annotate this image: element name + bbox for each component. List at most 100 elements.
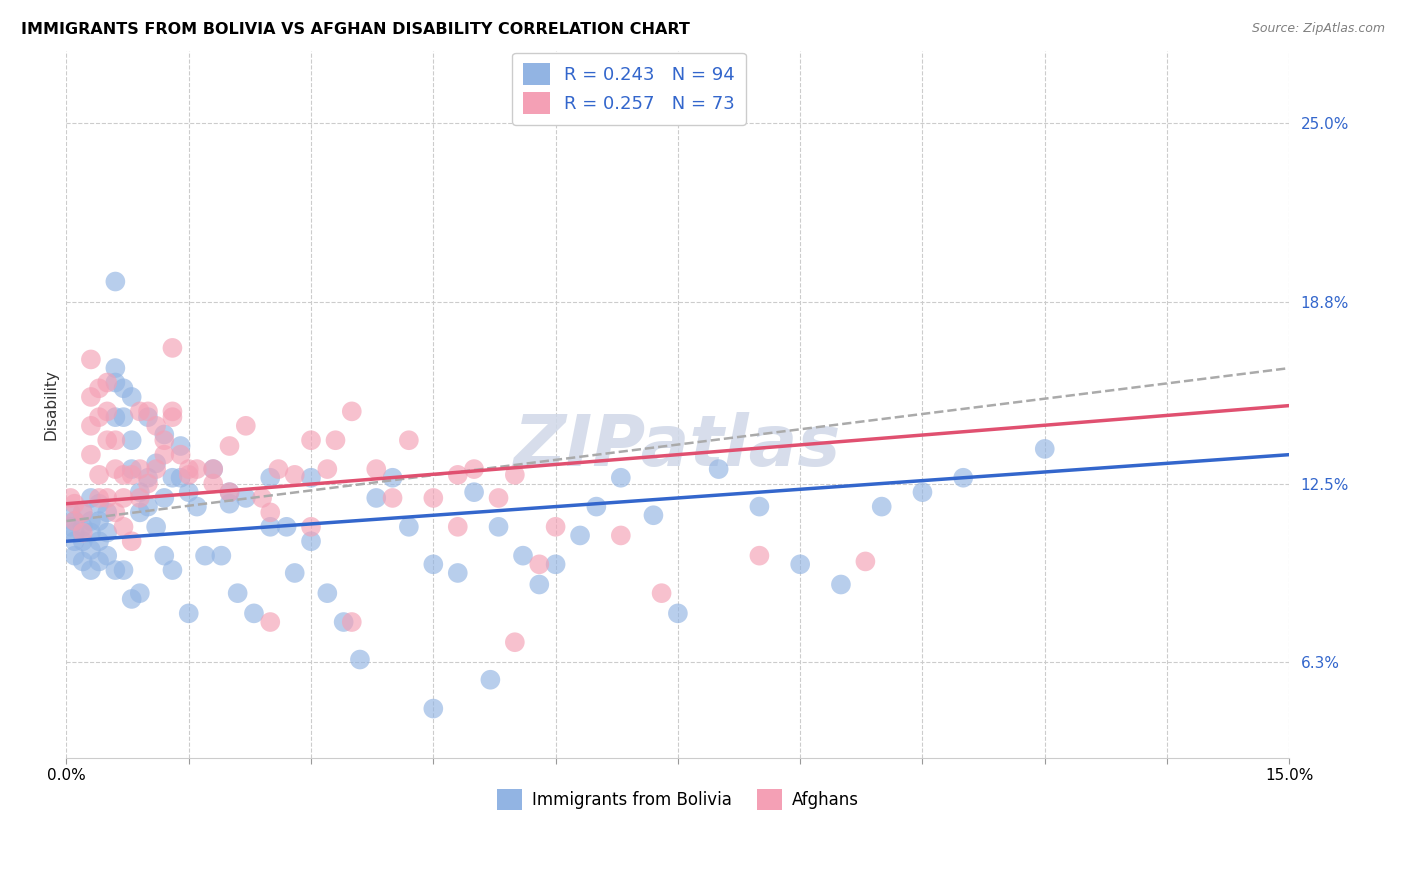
Point — [87, 514, 110, 528]
Point — [59, 505, 82, 519]
Text: ZIPatlas: ZIPatlas — [515, 412, 842, 481]
Point — [209, 549, 232, 563]
Point — [366, 491, 388, 505]
Point — [162, 471, 184, 485]
Point — [218, 439, 240, 453]
Point — [104, 410, 127, 425]
Point — [80, 491, 103, 505]
Point — [121, 591, 143, 606]
Point — [259, 520, 281, 534]
Point — [63, 514, 86, 528]
Point — [177, 467, 200, 482]
Point — [80, 352, 103, 367]
Point — [136, 500, 159, 514]
Point — [340, 615, 363, 629]
Point — [59, 491, 82, 505]
Text: Source: ZipAtlas.com: Source: ZipAtlas.com — [1251, 22, 1385, 36]
Point — [96, 525, 118, 540]
Point — [488, 491, 510, 505]
Point — [202, 462, 225, 476]
Point — [63, 514, 86, 528]
Point — [87, 467, 110, 482]
Point — [104, 361, 127, 376]
Point — [194, 549, 217, 563]
Point — [250, 491, 273, 505]
Point — [162, 410, 184, 425]
Y-axis label: Disability: Disability — [44, 368, 58, 440]
Point — [284, 566, 307, 580]
Point — [235, 418, 257, 433]
Text: IMMIGRANTS FROM BOLIVIA VS AFGHAN DISABILITY CORRELATION CHART: IMMIGRANTS FROM BOLIVIA VS AFGHAN DISABI… — [21, 22, 690, 37]
Point — [316, 462, 339, 476]
Point — [72, 554, 94, 568]
Point — [398, 520, 420, 534]
Point — [145, 418, 167, 433]
Point — [121, 390, 143, 404]
Point — [104, 505, 127, 519]
Point — [569, 528, 592, 542]
Point — [153, 434, 176, 448]
Point — [136, 410, 159, 425]
Point — [447, 566, 470, 580]
Point — [316, 586, 339, 600]
Point — [177, 462, 200, 476]
Point — [488, 520, 510, 534]
Point — [366, 462, 388, 476]
Point — [218, 485, 240, 500]
Point — [643, 508, 665, 523]
Point — [104, 434, 127, 448]
Point — [96, 505, 118, 519]
Point — [96, 376, 118, 390]
Point — [63, 534, 86, 549]
Point — [169, 439, 191, 453]
Point — [72, 505, 94, 519]
Point — [789, 558, 811, 572]
Point — [136, 471, 159, 485]
Point — [153, 448, 176, 462]
Point — [381, 491, 404, 505]
Point — [610, 471, 633, 485]
Point — [276, 520, 298, 534]
Point — [512, 549, 534, 563]
Point — [72, 505, 94, 519]
Point — [707, 462, 730, 476]
Point — [186, 500, 208, 514]
Point — [162, 404, 184, 418]
Point — [87, 497, 110, 511]
Point — [72, 525, 94, 540]
Point — [299, 471, 322, 485]
Point — [398, 434, 420, 448]
Point — [503, 467, 526, 482]
Point — [284, 467, 307, 482]
Point — [63, 525, 86, 540]
Point — [121, 467, 143, 482]
Point — [96, 404, 118, 418]
Point — [479, 673, 502, 687]
Point — [162, 341, 184, 355]
Point — [72, 520, 94, 534]
Point — [87, 534, 110, 549]
Point — [332, 615, 354, 629]
Point — [666, 607, 689, 621]
Point — [136, 404, 159, 418]
Point — [153, 427, 176, 442]
Point — [259, 505, 281, 519]
Point — [299, 434, 322, 448]
Point — [80, 525, 103, 540]
Point — [128, 462, 150, 476]
Point — [121, 434, 143, 448]
Point — [128, 491, 150, 505]
Point — [112, 491, 135, 505]
Point — [259, 471, 281, 485]
Point — [136, 476, 159, 491]
Point — [340, 404, 363, 418]
Point — [259, 615, 281, 629]
Point — [87, 491, 110, 505]
Point — [870, 500, 893, 514]
Point — [80, 448, 103, 462]
Point — [87, 410, 110, 425]
Point — [748, 500, 770, 514]
Point — [651, 586, 673, 600]
Point — [447, 467, 470, 482]
Point — [63, 497, 86, 511]
